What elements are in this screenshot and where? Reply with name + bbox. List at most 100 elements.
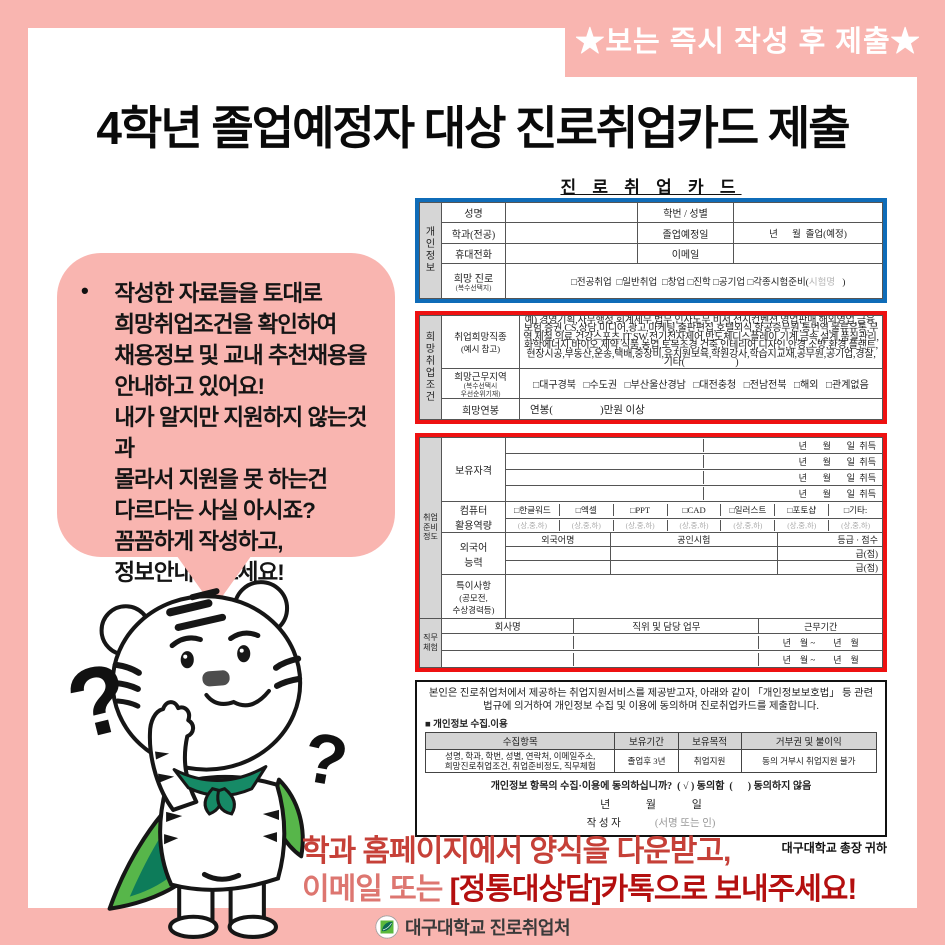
instruction-note: 학과 홈페이지에서 양식을 다운받고, 이메일 또는 [정통대상담]카톡으로 보…: [302, 833, 857, 909]
scarf-knot: [216, 787, 236, 816]
head-stripe: [189, 588, 220, 601]
work-header: 회사명 직위 및 담당 업무 근무기간: [441, 618, 883, 635]
footer-org-name: 대구대학교 진로취업처: [404, 917, 571, 938]
email-field: [733, 243, 883, 264]
eye-highlight: [239, 648, 244, 653]
cert-row: 년 월 일 취득: [505, 485, 883, 503]
writer-line: 작 성 자 (서명 또는 인): [586, 818, 716, 830]
note-line2: 이메일 또는 [정통대상담]카톡으로 보내주세요!: [302, 873, 857, 906]
eyebrow: [169, 635, 203, 649]
region-options: □대구경북 □수도권 □부산울산경남 □대전충청 □전남전북 □해외 □관계없음: [519, 368, 883, 400]
hope-conditions-section: 희망취업조건 취업희망직종 (예시 참고) 예) 경영기획,사무행정,회계세무,…: [415, 311, 887, 425]
consent-question: 개인정보 항목의 수집·이용에 동의하십니까? ( √ ) 동의함 ( ) 동의…: [490, 781, 812, 793]
body-stripe: [201, 871, 242, 882]
top-badge: ★보는 즉시 작성 후 제출★: [565, 0, 945, 77]
career-path-label: 희망 진로 (복수선택지): [441, 263, 506, 299]
special-notes-label: 특이사항 (공모전, 수상경력등): [441, 574, 506, 620]
prep-level-section: 취업준비정도 보유자격 년 월 일 취득 년 월 일 취득 년 월 일 취득 년…: [415, 433, 887, 673]
consent-col-refusal: 거부권 및 불이익: [740, 732, 878, 751]
section-label-hope: 희망취업조건: [419, 314, 442, 421]
cheek-stripe: [115, 698, 141, 709]
consent-period: 졸업후 3년: [614, 749, 679, 774]
personal-info-section: 개인정보 성명 학번 / 성별 학과(전공) 졸업예정일 년 월 졸업(예정) …: [415, 198, 887, 303]
speech-bubble: • 작성한 자료들을 토대로 희망취업조건을 확인하여 채용정보 및 교내 추천…: [57, 253, 395, 585]
consent-subtitle: ■ 개인정보 수집.이용: [425, 720, 508, 731]
speech-bubble-text: 작성한 자료들을 토대로 희망취업조건을 확인하여 채용정보 및 교내 추천채용…: [114, 278, 381, 585]
consent-table: 수집항목 보유기간 보유목적 거부권 및 불이익 성명, 학과, 학번, 성별,…: [424, 732, 878, 774]
language-row: 급(점): [505, 546, 883, 562]
consent-section: 본인은 진로취업처에서 제공하는 취업지원서비스를 제공받고자, 아래와 같이 …: [415, 680, 887, 838]
hope-conditions-table: 희망취업조건 취업희망직종 (예시 참고) 예) 경영기획,사무행정,회계세무,…: [419, 314, 883, 421]
form-title: 진 로 취 업 카 드: [560, 178, 742, 197]
computer-options: □한글워드 □엑셀 □PPT □CAD □일러스트 □포토샵 □기타:: [505, 501, 883, 519]
body-stripe: [164, 834, 179, 845]
body-stripe: [262, 809, 279, 820]
tiger-eye: [237, 645, 251, 663]
body-stripe: [262, 832, 277, 843]
date-line: 년 월 일: [600, 799, 702, 812]
addressee-line: 대구대학교 총장 귀하: [781, 841, 887, 856]
body-stripe: [166, 811, 183, 823]
phone-field: [505, 243, 638, 264]
section-label-personal: 개인정보: [419, 202, 442, 299]
page-title: 4학년 졸업예정자 대상 진로취업카드 제출: [96, 102, 850, 154]
consent-paragraph: 본인은 진로취업처에서 제공하는 취업지원서비스를 제공받고자, 아래와 같이 …: [428, 688, 874, 713]
name-field: [505, 202, 638, 223]
cheek-stripe: [273, 675, 303, 689]
bubble-line: 희망취업조건을 확인하여: [114, 312, 337, 337]
language-label: 외국어 능력: [441, 532, 506, 576]
personal-info-table: 개인정보 성명 학번 / 성별 학과(전공) 졸업예정일 년 월 졸업(예정) …: [419, 202, 883, 299]
head-stripe: [166, 599, 213, 617]
salary-field: 연봉( )만원 이상: [519, 398, 883, 421]
scarf: [172, 765, 268, 798]
language-row: 급(점): [505, 560, 883, 576]
cheek-stripe: [110, 679, 141, 692]
computer-levels: (상,중,하) (상,중,하) (상,중,하) (상,중,하) (상,중,하) (상,중,…: [505, 517, 883, 534]
career-card-form: 진 로 취 업 카 드 개인정보 성명 학번 / 성별 학과(전공) 졸업예정일…: [415, 173, 887, 856]
section-label-prep: 취업준비정도: [419, 437, 442, 620]
note-line1: 학과 홈페이지에서 양식을 다운받고,: [302, 835, 731, 868]
dept-label: 학과(전공): [441, 222, 506, 244]
work-row: 년 월 ~ 년 월: [441, 650, 883, 669]
tiger-mouth: [204, 688, 271, 708]
badge-text: ★보는 즉시 작성 후 제출★: [575, 25, 921, 58]
job-type-label: 취업희망직종 (예시 참고): [441, 314, 520, 370]
computer-label: 컴퓨터 활용역량: [441, 501, 506, 534]
bubble-line: 내가 알지만 지원하지 않는것과: [114, 405, 367, 461]
bubble-line: 안내하고 있어요!: [114, 374, 265, 399]
head-stripe: [174, 613, 227, 631]
name-label: 성명: [441, 202, 506, 223]
consent-col-items: 수집항목: [424, 732, 616, 751]
bubble-line: 꼼꼼하게 작성하고,: [114, 529, 283, 554]
footer: 대구대학교 진로취업처: [0, 908, 945, 945]
tiger-nose: [202, 670, 230, 687]
arm-stripe: [155, 751, 170, 760]
prep-level-table: 취업준비정도 보유자격 년 월 일 취득 년 월 일 취득 년 월 일 취득 년…: [419, 437, 883, 669]
consent-items: 성명, 학과, 학번, 성별, 연락처, 이메일주소, 희망진로취업조건, 취업준…: [424, 749, 616, 774]
work-row: 년 월 ~ 년 월: [441, 633, 883, 652]
bullet: •: [81, 278, 89, 303]
region-label: 희망근무지역 (복수선택시 우선순위기재): [441, 368, 520, 400]
studentid-label: 학번 / 성별: [637, 202, 734, 223]
tiger-eye: [180, 651, 194, 669]
eye-highlight: [183, 654, 188, 659]
arm-stripe: [158, 773, 175, 783]
career-path-options: □전공취업 □일반취업 □창업 □진학 □공기업 □각종시험준비(시험명 ): [505, 263, 883, 299]
language-header: 외국어명 공인시험 등급 · 점수: [505, 532, 883, 548]
section-label-work: 직무체험: [419, 618, 442, 669]
university-logo-icon: [375, 914, 399, 939]
bubble-line: 채용정보 및 교내 추천채용을: [114, 343, 367, 368]
consent-purpose: 취업지원: [677, 749, 742, 774]
bubble-line: 작성한 자료들을 토대로: [114, 281, 323, 306]
cert-row: 년 월 일 취득: [505, 437, 883, 455]
question-mark: ?: [297, 717, 353, 802]
consent-col-period: 보유기간: [614, 732, 679, 751]
salary-label: 희망연봉: [441, 398, 520, 421]
certs-label: 보유자격: [441, 437, 506, 503]
cheek-stripe: [272, 655, 302, 671]
tiger-foot: [168, 914, 219, 939]
eyebrow: [228, 630, 261, 642]
cert-row: 년 월 일 취득: [505, 469, 883, 487]
graddate-field: 년 월 졸업(예정): [733, 222, 883, 244]
